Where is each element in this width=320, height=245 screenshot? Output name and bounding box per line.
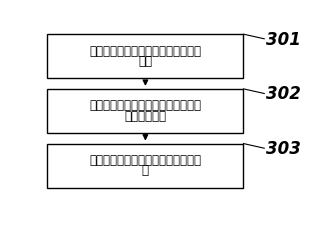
Text: 作为优选模式: 作为优选模式	[124, 110, 166, 123]
Text: 提示使用者从模式组中选择一个模式: 提示使用者从模式组中选择一个模式	[89, 99, 201, 112]
Bar	[47, 144, 243, 188]
Text: 根据通用模式初始化造影参数和成像: 根据通用模式初始化造影参数和成像	[89, 45, 201, 58]
Text: 302: 302	[266, 86, 300, 103]
Text: 根据优选模式配置造影参数和成像算: 根据优选模式配置造影参数和成像算	[89, 154, 201, 167]
Text: 303: 303	[266, 140, 300, 158]
Text: 算法: 算法	[138, 55, 152, 68]
Text: 法: 法	[142, 164, 149, 177]
Bar	[47, 34, 243, 78]
Bar	[47, 89, 243, 133]
Text: 301: 301	[266, 31, 300, 49]
